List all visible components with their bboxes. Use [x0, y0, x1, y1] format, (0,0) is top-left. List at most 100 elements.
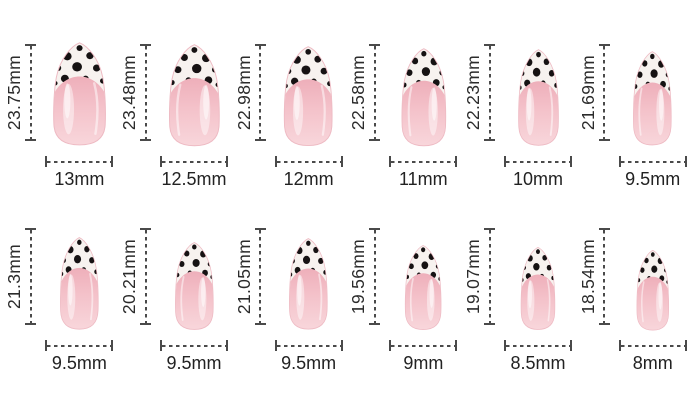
dimension-cap-left	[389, 156, 392, 167]
nail-image	[398, 47, 450, 147]
width-dimension: 10mm	[504, 156, 573, 190]
nail-column: 12mm	[274, 45, 343, 190]
width-label: 11mm	[399, 169, 448, 189]
dimension-cap-right	[570, 340, 573, 351]
dimension-cap-top	[25, 228, 37, 230]
width-label: 9mm	[403, 353, 444, 373]
dimension-cap-top	[254, 44, 266, 46]
nail-graphic	[284, 45, 334, 146]
nail-graphic	[633, 51, 672, 146]
dimension-cap-left	[504, 340, 507, 351]
width-dimension-line	[274, 340, 343, 351]
height-dimension-line	[254, 228, 266, 325]
dimension-cap-bottom	[369, 139, 381, 141]
nail-image	[57, 236, 102, 331]
height-dimension-line	[369, 228, 381, 325]
height-label: 20.21mm	[119, 238, 139, 315]
width-dimension-line	[274, 156, 343, 167]
height-label: 19.56mm	[348, 238, 369, 315]
dimension-cap-right	[111, 340, 114, 351]
nail-image	[172, 241, 217, 331]
width-dimension: 9mm	[389, 340, 458, 374]
width-dimension: 12.5mm	[160, 156, 228, 190]
dashed-line-horizontal	[391, 344, 456, 347]
dimension-cap-top	[598, 228, 610, 230]
dashed-line-vertical	[259, 46, 262, 139]
dashed-line-horizontal	[47, 344, 112, 347]
height-label: 18.54mm	[577, 238, 598, 315]
dimension-cap-bottom	[140, 323, 151, 325]
width-dimension-line	[389, 156, 458, 167]
width-label: 9.5mm	[166, 353, 222, 373]
dashed-line-vertical	[488, 230, 491, 323]
dimension-cap-left	[504, 156, 507, 167]
height-dimension: 22.23mm	[460, 44, 496, 141]
dashed-line-vertical	[603, 230, 606, 323]
width-dimension: 9.5mm	[160, 340, 228, 374]
height-dimension: 23.75mm	[1, 44, 37, 141]
nail-image	[165, 43, 224, 147]
nail-size-cell: 23.48mm	[115, 0, 230, 205]
nail-image	[518, 246, 558, 331]
height-dimension: 21.05mm	[231, 228, 266, 325]
dashed-line-horizontal	[506, 160, 571, 163]
dimension-cap-bottom	[598, 323, 610, 325]
dashed-line-vertical	[603, 46, 606, 139]
width-label: 9.5mm	[625, 169, 681, 189]
width-dimension: 9.5mm	[274, 340, 343, 374]
dimension-cap-top	[140, 228, 151, 230]
dimension-cap-bottom	[140, 139, 151, 141]
nail-graphic	[60, 237, 99, 330]
dashed-line-vertical	[144, 230, 147, 323]
height-dimension: 22.58mm	[345, 44, 381, 141]
nail-image	[634, 249, 672, 332]
dashed-line-horizontal	[276, 344, 341, 347]
nail-size-cell: 22.98mm	[229, 0, 344, 205]
dimension-cap-left	[274, 340, 277, 351]
dashed-line-horizontal	[506, 344, 571, 347]
height-dimension: 22.98mm	[231, 44, 266, 141]
dashed-line-vertical	[29, 46, 32, 139]
dimension-cap-right	[226, 156, 228, 167]
width-dimension-line	[504, 156, 573, 167]
width-dimension: 13mm	[45, 156, 114, 190]
nail-size-cell: 21.05mm	[229, 205, 344, 411]
dimension-cap-bottom	[254, 323, 266, 325]
dimension-cap-bottom	[484, 139, 496, 141]
height-dimension-line	[254, 44, 266, 141]
nail-graphic	[520, 247, 556, 330]
width-dimension-line	[618, 156, 687, 167]
nail-column: 9.5mm	[274, 237, 343, 374]
nail-column: 9mm	[389, 244, 458, 374]
width-dimension-line	[45, 156, 114, 167]
height-dimension-line	[25, 44, 37, 141]
nail-size-cell: 18.54mm	[573, 205, 688, 411]
nail-column: 12.5mm	[160, 43, 228, 190]
width-label: 9.5mm	[51, 353, 107, 373]
nail-graphic	[517, 49, 559, 146]
dimension-cap-left	[45, 156, 48, 167]
width-dimension: 12mm	[274, 156, 343, 190]
height-label: 21.69mm	[577, 54, 598, 131]
height-dimension: 18.54mm	[575, 228, 610, 325]
width-dimension: 11mm	[389, 156, 458, 190]
dashed-line-horizontal	[162, 344, 226, 347]
height-label: 22.98mm	[233, 54, 254, 131]
nail-size-cell: 23.75mm	[0, 0, 115, 205]
dashed-line-vertical	[488, 46, 491, 139]
nail-image	[286, 237, 331, 331]
nail-column: 9.5mm	[45, 236, 114, 374]
dimension-cap-top	[140, 44, 151, 46]
dimension-cap-top	[254, 228, 266, 230]
height-label: 21.3mm	[4, 243, 25, 309]
nail-graphic	[289, 238, 328, 330]
nail-row-bottom: 21.3mm	[0, 205, 688, 411]
height-dimension-line	[484, 228, 496, 325]
nail-size-cell: 20.21mm	[115, 205, 230, 411]
nail-size-cell: 19.56mm	[344, 205, 459, 411]
dimension-cap-bottom	[598, 139, 610, 141]
dimension-cap-left	[618, 156, 621, 167]
dimension-cap-right	[684, 156, 687, 167]
dimension-cap-top	[484, 228, 496, 230]
width-dimension-line	[618, 340, 687, 351]
